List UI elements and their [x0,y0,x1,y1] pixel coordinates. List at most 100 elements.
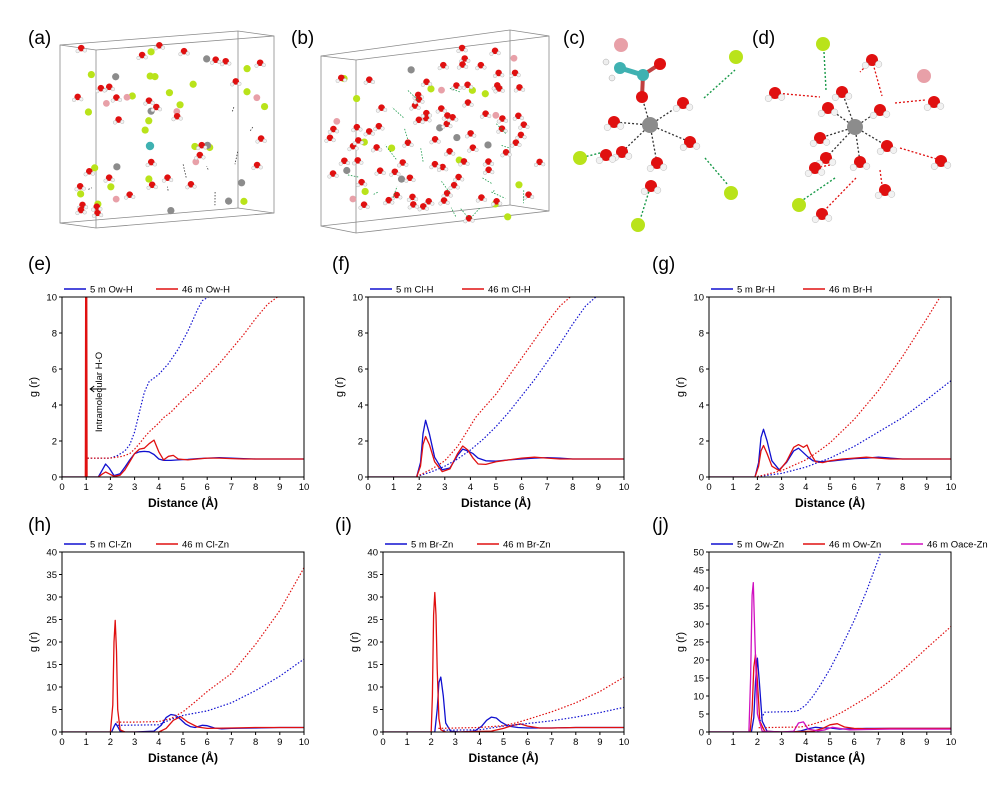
oxygen-atom [198,141,206,149]
hydrogen-bond [450,207,457,217]
hydrogen-atom [428,82,433,87]
hydrogen-atom [201,155,206,160]
oxygen-atom [461,55,469,62]
oxygen-atom [449,114,456,121]
x-tick-label: 10 [299,737,310,748]
x-tick-label: 6 [205,482,210,493]
rdf-panel: (e) 0 1 2 3 4 5 6 7 8 9 10 0 2 4 6 8 10 Distance (Å) g (r) 5… [28,254,309,510]
hydrogen-atom [483,197,488,202]
zn-atom [112,73,120,81]
x-tick-label: 1 [84,482,89,493]
series-line [116,567,304,723]
hydrogen-atom [447,118,452,123]
hydrogen-atom [79,97,84,102]
hydrogen-atom [169,178,174,183]
oxygen-atom [385,196,393,204]
oxygen-atom [459,61,466,68]
halide-atom [481,90,489,98]
hydrogen-atom [194,156,199,161]
hydrogen-atom [110,177,115,183]
oxygen-atom [173,112,181,120]
hydrogen-atom [487,114,492,119]
y-tick-label: 20 [46,638,57,649]
panel-label: (e) [28,254,51,275]
hydrogen-atom [489,51,494,56]
oxygen-atom [516,84,523,91]
plot-frame [382,551,625,733]
hydrogen-atom [923,103,931,111]
oxygen-atom [498,125,506,133]
hydrogen-atom [150,107,155,112]
halide-atom [141,126,149,134]
carbon-atom [145,141,155,151]
y-tick-label: 5 [52,705,57,716]
hydrogen-atom [829,158,837,166]
oxygen-atom [495,85,503,92]
series-line [757,380,951,477]
y-tick-label: 25 [367,615,378,626]
oxygen-atom [399,159,407,166]
oxygen-atom [866,54,878,66]
x-tick-label: 6 [519,482,524,493]
halide-atom [573,151,587,165]
hydrogen-atom [74,187,79,192]
zn-atom [113,163,121,171]
series-line [368,435,624,477]
cation-atom [102,100,110,107]
halide-atom [352,94,361,103]
hydrogen-atom [427,118,432,123]
series-line [709,581,951,732]
x-tick-label: 10 [946,482,957,493]
hydrogen-atom [944,161,952,169]
cation-atom [123,93,131,101]
hydrogen-bond [384,144,397,160]
panel-label-b: (b) [291,28,314,49]
x-tick-label: 7 [229,737,234,748]
y-tick-label: 0 [373,728,378,739]
series-line [87,297,209,459]
zn-atom [407,66,415,74]
y-tick-label: 0 [699,473,704,484]
hydrogen-atom [404,178,409,183]
hydrogen-atom [374,171,379,176]
oxygen-atom [94,209,101,217]
series-line [438,676,624,729]
zn-atom [167,206,175,215]
hydrogen-atom [413,120,418,125]
x-tick-label: 8 [253,737,258,748]
hydrogen-atom [831,108,839,116]
hydrogen-atom [493,89,498,94]
series-line [62,713,304,732]
oxygen-atom [511,69,519,77]
legend-label: 5 m Ow-Zn [737,540,784,551]
oxygen-atom [85,168,93,175]
hydrogen-atom [883,110,891,118]
x-tick-label: 6 [852,482,857,493]
hydrogen-atom [217,60,222,65]
x-tick-label: 2 [417,482,422,493]
oxygen-atom [684,136,696,148]
y-tick-label: 0 [699,728,704,739]
hydrogen-atom [764,94,772,102]
hydrogen-atom [472,133,477,138]
legend-label: 46 m Br-Zn [503,540,551,551]
oxygen-atom [222,57,230,65]
oxygen-atom [460,158,468,165]
y-tick-label: 2 [52,437,57,448]
hydrogen-atom [414,197,419,202]
x-tick-label: 2 [755,482,760,493]
hydrogen-bond [249,125,254,132]
oxygen-atom [439,163,446,171]
oxygen-atom [450,181,458,189]
hydrogen-atom [500,73,505,78]
x-tick-label: 3 [442,482,447,493]
hydrogen-bond [470,208,480,219]
series-line [368,419,624,477]
oxygen-atom [256,59,264,67]
x-tick-label: 0 [380,737,385,748]
halide-atom [631,218,645,232]
x-tick-label: 9 [924,482,929,493]
hydrogen-atom [507,152,512,157]
oxygen-atom [651,157,663,169]
hydrogen-atom [693,142,701,150]
